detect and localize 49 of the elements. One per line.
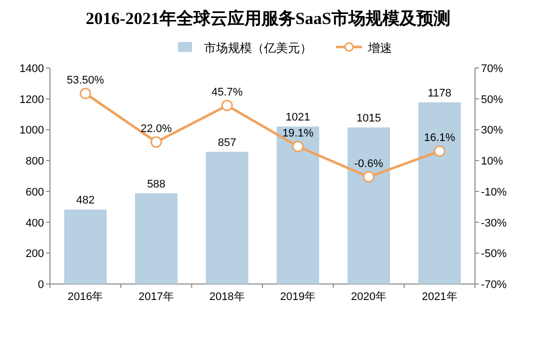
point (434, 145, 446, 157)
y2-tick-label: -10% (481, 186, 507, 198)
x-tick-label: 2017年 (138, 291, 174, 303)
data-label: 588 (147, 178, 166, 190)
y-tick-label: 600 (26, 186, 44, 198)
bar (206, 152, 248, 284)
y2-tick-label: -30% (481, 217, 507, 230)
y2-tick-label: 70% (481, 63, 504, 75)
bar (418, 102, 461, 284)
data-label: 53.50% (66, 74, 104, 86)
y2-tick-label: 50% (481, 94, 504, 106)
data-label: -0.6% (354, 158, 384, 170)
data-label: 22.0% (140, 123, 172, 136)
y2-tick-label: 30% (481, 124, 504, 137)
legend-label: 增速 (367, 41, 392, 55)
y2-tick-label: 10% (481, 156, 504, 168)
bar (135, 193, 178, 284)
point (80, 88, 92, 100)
x-tick-label: 2016年 (68, 291, 104, 303)
data-label: 482 (76, 194, 95, 207)
data-label: 19.1% (282, 128, 314, 140)
data-label: 16.1% (424, 132, 456, 144)
y-tick-label: 1000 (20, 124, 44, 137)
y-tick-label: 800 (26, 156, 44, 168)
data-label: 1178 (428, 87, 452, 100)
y-tick-label: 0 (38, 279, 44, 291)
point (292, 140, 304, 152)
y2-tick-label: -70% (481, 279, 507, 291)
point (221, 100, 233, 112)
data-label: 1021 (286, 111, 310, 124)
y-tick-label: 1400 (20, 63, 44, 75)
y-tick-label: 1200 (20, 94, 44, 106)
bar (64, 210, 107, 284)
y-tick-label: 200 (26, 248, 44, 260)
data-label: 857 (218, 136, 236, 149)
chart-title: 2016-2021年全球云应用服务SaaS市场规模及预测 (86, 9, 450, 28)
y-tick-label: 400 (26, 217, 44, 230)
x-tick-label: 2019年 (280, 291, 316, 303)
bar (348, 127, 390, 284)
x-tick-label: 2018年 (209, 291, 245, 303)
data-label: 45.7% (211, 86, 243, 98)
bar (276, 126, 320, 284)
data-label: 1015 (356, 112, 381, 124)
x-tick-label: 2021年 (422, 291, 458, 303)
x-tick-label: 2020年 (351, 291, 386, 303)
legend-label: 市场规模（亿美元） (204, 41, 312, 55)
y2-tick-label: -50% (481, 248, 507, 260)
point (363, 171, 374, 183)
point (150, 136, 162, 148)
